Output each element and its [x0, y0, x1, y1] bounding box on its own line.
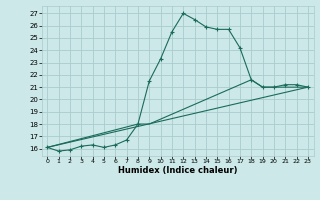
X-axis label: Humidex (Indice chaleur): Humidex (Indice chaleur) [118, 166, 237, 175]
